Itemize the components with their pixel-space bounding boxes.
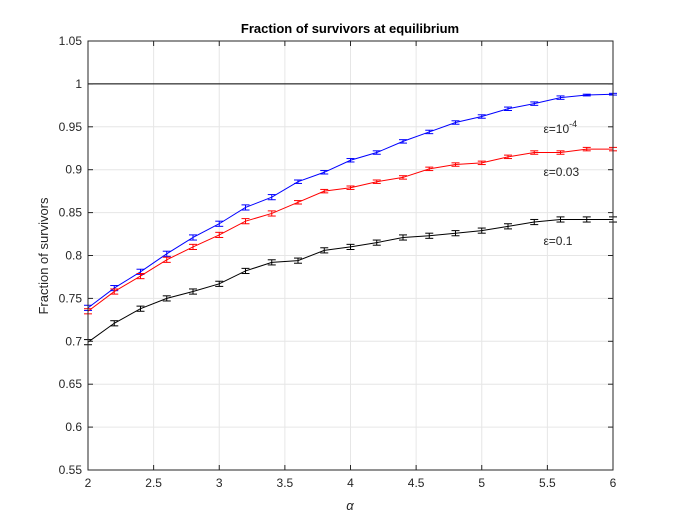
error-bar: [241, 267, 250, 275]
y-tick-label: 0.55: [59, 463, 83, 477]
series-label-text: ε=0.03: [543, 165, 579, 179]
x-tick-label: 5.5: [539, 476, 556, 490]
y-axis-label: Fraction of survivors: [36, 197, 51, 315]
x-tick-label: 4: [347, 476, 354, 490]
chart-title: Fraction of survivors at equilibrium: [241, 21, 459, 36]
error-bar: [556, 216, 565, 223]
error-bar: [267, 194, 276, 201]
error-bar: [399, 175, 407, 180]
error-bar: [399, 234, 407, 241]
error-bar: [451, 120, 460, 125]
error-bar: [136, 273, 145, 280]
error-bar: [504, 154, 512, 160]
x-axis-label: α: [346, 498, 354, 513]
series-label: ε=0.1: [543, 234, 572, 248]
error-bar: [189, 288, 197, 295]
error-bar: [372, 179, 381, 184]
error-bar: [294, 200, 302, 205]
series-label-exponent: -4: [569, 119, 577, 129]
error-bar: [451, 230, 460, 237]
error-bar: [582, 146, 591, 152]
error-bar: [477, 160, 486, 166]
error-bar: [399, 139, 407, 144]
y-tick-label: 0.85: [59, 206, 83, 220]
y-tick-label: 0.7: [65, 334, 82, 348]
series-label-text: ε=10: [543, 122, 569, 136]
error-bar: [477, 227, 486, 234]
error-bar: [215, 280, 224, 287]
error-bar: [215, 231, 224, 238]
series-label-text: ε=0.1: [543, 234, 572, 248]
error-bar: [189, 243, 197, 250]
error-bar: [110, 320, 119, 327]
tick-marks: [87, 40, 614, 471]
error-bar: [451, 162, 460, 167]
x-tick-label: 2: [85, 476, 92, 490]
error-bar: [425, 129, 434, 135]
x-tick-label: 4.5: [408, 476, 425, 490]
x-tick-label: 5: [478, 476, 485, 490]
y-tick-label: 1: [75, 77, 82, 91]
error-bar: [372, 150, 381, 155]
error-bar: [320, 170, 329, 175]
error-bar: [189, 234, 197, 241]
y-tick-label: 0.65: [59, 377, 83, 391]
error-bar: [530, 218, 539, 226]
error-bar: [320, 188, 329, 194]
series-label: ε=10-4: [543, 119, 577, 136]
grid-lines: [87, 40, 614, 471]
error-bar: [530, 150, 539, 155]
error-bar: [346, 158, 355, 163]
series-annotations: ε=10-4 ε=0.03 ε=0.1: [543, 119, 579, 248]
x-tick-label: 6: [610, 476, 617, 490]
x-tick-labels: 2 2.5 3 3.5 4 4.5 5 5.5 6: [85, 476, 617, 490]
error-bar: [267, 259, 276, 266]
error-bar: [556, 150, 565, 155]
y-tick-label: 1.05: [59, 34, 83, 48]
error-bar: [110, 288, 119, 295]
error-bar: [582, 216, 591, 223]
x-tick-label: 2.5: [145, 476, 162, 490]
series-label: ε=0.03: [543, 165, 579, 179]
error-bar: [346, 243, 355, 250]
error-bar: [241, 218, 250, 225]
error-bar: [320, 247, 329, 254]
error-bar: [162, 295, 171, 302]
y-tick-label: 0.8: [65, 249, 82, 263]
error-bar: [530, 101, 539, 106]
y-tick-label: 0.75: [59, 291, 83, 305]
x-tick-label: 3.5: [277, 476, 294, 490]
error-bar: [425, 166, 434, 172]
error-bar: [425, 232, 434, 239]
y-tick-label: 0.9: [65, 163, 82, 177]
error-bar: [267, 210, 276, 217]
error-bar: [294, 179, 302, 184]
error-bar: [346, 185, 355, 190]
error-bar: [582, 93, 591, 97]
y-tick-label: 0.95: [59, 120, 83, 134]
error-bar: [162, 256, 171, 263]
error-bar: [294, 257, 302, 264]
y-tick-label: 0.6: [65, 420, 82, 434]
error-bar: [477, 114, 486, 119]
x-tick-label: 3: [216, 476, 223, 490]
error-bar: [215, 220, 224, 227]
y-tick-labels: 0.55 0.6 0.65 0.7 0.75 0.8 0.85 0.9 0.95 1 1.05: [59, 34, 83, 477]
error-bar: [241, 204, 250, 211]
error-bar: [504, 223, 512, 230]
error-bar: [556, 95, 565, 100]
error-bar: [372, 239, 381, 246]
series-1: [84, 146, 617, 315]
error-bar: [162, 250, 171, 257]
error-bar: [136, 305, 145, 312]
error-bar: [504, 106, 512, 111]
